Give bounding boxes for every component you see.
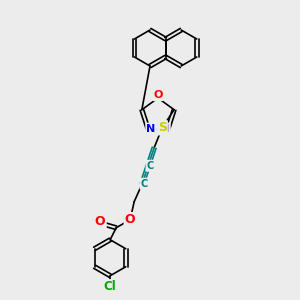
Text: O: O	[153, 90, 163, 100]
Text: C: C	[146, 161, 154, 171]
Text: O: O	[125, 213, 136, 226]
Text: N: N	[160, 124, 169, 134]
Text: O: O	[95, 215, 106, 228]
Text: N: N	[146, 124, 156, 134]
Text: S: S	[158, 121, 167, 134]
Text: Cl: Cl	[104, 280, 116, 293]
Text: C: C	[140, 179, 148, 189]
